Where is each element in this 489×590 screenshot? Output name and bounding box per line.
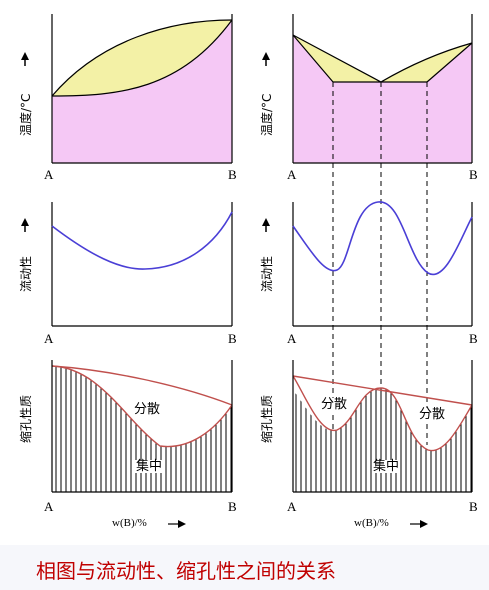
- corner-a-mid-right: A: [287, 331, 297, 346]
- region-dispersed-left: 分散: [133, 402, 162, 417]
- region-concentrated-right: 集中: [372, 459, 401, 474]
- y-label-shrinkage-left: 缩孔性质: [19, 394, 33, 443]
- y-label-temp-right: 温度/°C: [260, 93, 274, 136]
- x-axis-arrows: [168, 520, 428, 528]
- shrinkage-bottom-curve-right: [292, 375, 473, 452]
- corner-a-bot-left: A: [44, 499, 54, 514]
- region-dispersed-right-2: 分散: [418, 407, 447, 422]
- corner-b-top-left: B: [228, 167, 237, 182]
- y-label-fluidity-left: 流动性: [19, 255, 33, 292]
- guide-lines: [332, 82, 428, 445]
- corner-a-mid-left: A: [44, 331, 54, 346]
- region-concentrated-left: 集中: [135, 459, 164, 474]
- caption-text: 相图与流动性、缩孔性之间的关系: [36, 559, 336, 583]
- corner-b-mid-left: B: [228, 331, 237, 346]
- corner-b-bot-left: B: [228, 499, 237, 514]
- corner-a-bot-right: A: [287, 499, 297, 514]
- shrinkage-top-line-right: [292, 375, 473, 406]
- y-label-fluidity-right: 流动性: [260, 255, 274, 292]
- fluidity-chart-left: [51, 202, 233, 327]
- solid-region-left: [52, 20, 232, 163]
- region-dispersed-right-1: 分散: [320, 397, 349, 412]
- solidus-right: [426, 42, 473, 83]
- corner-b-top-right: B: [469, 167, 478, 182]
- fluidity-curve-left: [51, 211, 233, 270]
- y-label-temp-left: 温度/°C: [19, 93, 33, 136]
- x-label-left: w(B)/%: [112, 517, 147, 529]
- corner-b-bot-right: B: [469, 499, 478, 514]
- y-axis-arrows: [21, 52, 270, 232]
- solidus-line-left: [51, 19, 233, 97]
- corner-a-top-left: A: [44, 167, 54, 182]
- solid-region-right: [293, 82, 472, 163]
- fluidity-chart-right: [292, 201, 473, 327]
- solidus-left: [292, 34, 334, 83]
- liquidus-line-left: [51, 19, 233, 97]
- phase-diagram-isomorphous: [51, 14, 233, 164]
- caption-bar: 相图与流动性、缩孔性之间的关系: [0, 545, 489, 590]
- corner-a-top-right: A: [287, 167, 297, 182]
- liquid-region-left: [52, 20, 232, 96]
- corner-b-mid-right: B: [469, 331, 478, 346]
- fluidity-curve-right: [292, 201, 473, 276]
- shrinkage-bottom-curve-left: [51, 365, 233, 448]
- phase-diagram-eutectic: [292, 14, 473, 164]
- liquid-region-right-eutectic: [381, 43, 472, 82]
- x-label-right: w(B)/%: [354, 517, 389, 529]
- y-label-shrinkage-right: 缩孔性质: [260, 394, 274, 443]
- shrinkage-top-curve-left: [51, 365, 233, 406]
